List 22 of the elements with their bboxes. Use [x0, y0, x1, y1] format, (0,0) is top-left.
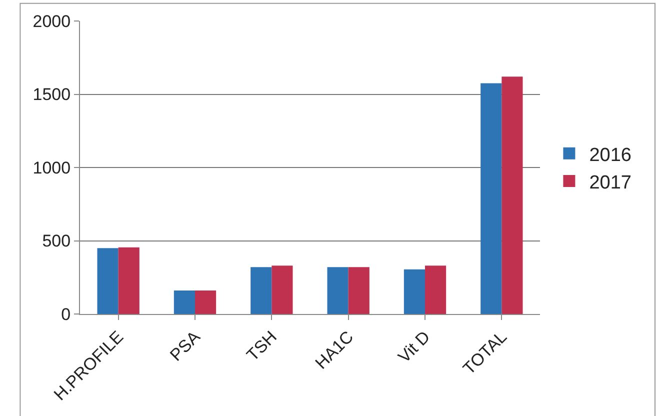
y-tick-label: 1500: [32, 85, 71, 104]
bar: [250, 267, 272, 314]
bar: [502, 76, 523, 314]
x-tick-label: PSA: [166, 326, 204, 365]
x-tick-label: TSH: [243, 327, 281, 365]
legend-label: 2016: [589, 144, 632, 166]
bar: [174, 290, 195, 314]
bar: [348, 267, 370, 314]
bar: [425, 266, 446, 314]
bar: [404, 269, 425, 314]
y-tick-label: 500: [42, 232, 71, 251]
legend-label: 2017: [589, 172, 632, 194]
y-tick-label: 0: [61, 304, 71, 324]
bar: [272, 266, 293, 314]
bar: [195, 290, 216, 314]
bar: [118, 247, 140, 314]
x-tick-label: Vit D: [394, 327, 434, 367]
bar: [480, 83, 502, 314]
y-tick-label: 1000: [32, 158, 71, 178]
y-tick-label: 2000: [32, 12, 71, 31]
bar: [327, 267, 348, 314]
bar: [97, 248, 118, 314]
